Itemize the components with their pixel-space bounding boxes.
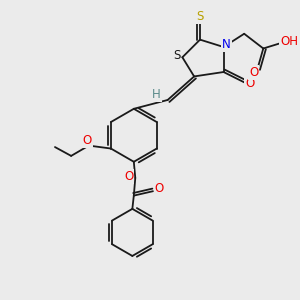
Text: H: H	[152, 88, 161, 101]
Text: O: O	[155, 182, 164, 195]
Text: N: N	[222, 38, 231, 51]
Text: O: O	[249, 66, 259, 79]
Text: OH: OH	[280, 34, 298, 48]
Text: O: O	[124, 170, 134, 183]
Text: O: O	[83, 134, 92, 147]
Text: S: S	[173, 49, 180, 62]
Text: S: S	[196, 10, 204, 22]
Text: O: O	[245, 77, 255, 90]
